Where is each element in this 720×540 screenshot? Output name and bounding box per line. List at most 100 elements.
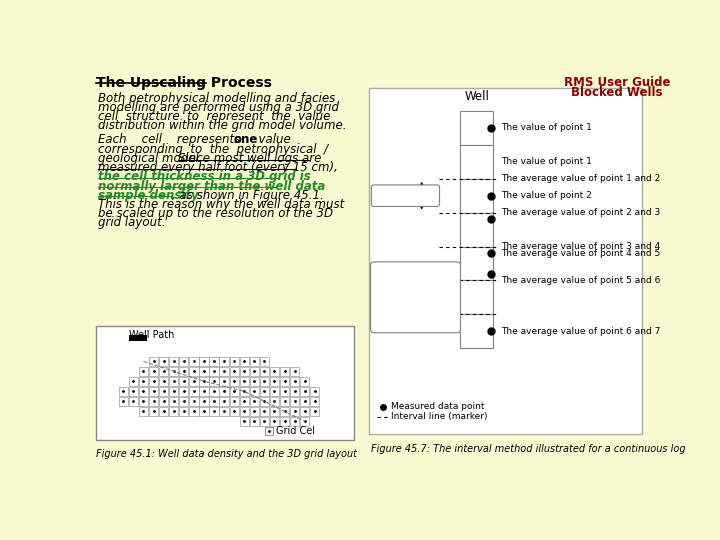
Bar bbox=[240, 417, 249, 426]
Bar bbox=[300, 407, 310, 416]
Bar bbox=[159, 367, 168, 376]
Bar bbox=[300, 397, 310, 406]
Text: The average value of point 4 and 5: The average value of point 4 and 5 bbox=[500, 249, 660, 258]
Bar bbox=[220, 397, 229, 406]
Bar bbox=[461, 213, 493, 247]
Bar bbox=[300, 387, 310, 396]
Text: one: one bbox=[233, 133, 258, 146]
Bar bbox=[149, 356, 158, 366]
Bar bbox=[265, 428, 273, 435]
Bar bbox=[461, 280, 493, 314]
Bar bbox=[461, 179, 493, 213]
Bar bbox=[210, 367, 219, 376]
Text: , as shown in Figure 45.1.: , as shown in Figure 45.1. bbox=[172, 189, 324, 202]
Bar bbox=[139, 387, 148, 396]
Bar bbox=[280, 407, 289, 416]
Bar bbox=[169, 387, 179, 396]
Bar bbox=[179, 397, 189, 406]
Bar bbox=[240, 377, 249, 386]
Bar bbox=[159, 377, 168, 386]
Bar bbox=[230, 377, 239, 386]
Bar bbox=[149, 387, 158, 396]
Bar bbox=[210, 356, 219, 366]
Bar bbox=[310, 407, 320, 416]
Bar bbox=[369, 88, 642, 434]
Bar bbox=[250, 397, 259, 406]
Bar bbox=[149, 367, 158, 376]
Bar bbox=[129, 377, 138, 386]
Bar bbox=[169, 356, 179, 366]
Bar bbox=[461, 247, 493, 280]
Bar bbox=[159, 387, 168, 396]
Bar bbox=[290, 407, 300, 416]
Bar bbox=[270, 367, 279, 376]
Bar bbox=[149, 397, 158, 406]
Text: Figure 45.7: The interval method illustrated for a continuous log: Figure 45.7: The interval method illustr… bbox=[371, 444, 685, 454]
Text: The average value of point 3 and 4: The average value of point 3 and 4 bbox=[500, 242, 660, 251]
Bar bbox=[129, 335, 148, 341]
Text: The average value of point 5 and 6: The average value of point 5 and 6 bbox=[500, 276, 660, 285]
Text: Both petrophysical modelling and facies: Both petrophysical modelling and facies bbox=[98, 92, 335, 105]
Bar bbox=[280, 397, 289, 406]
Bar bbox=[280, 387, 289, 396]
Bar bbox=[220, 387, 229, 396]
Bar bbox=[240, 367, 249, 376]
Bar bbox=[179, 377, 189, 386]
Bar bbox=[189, 356, 199, 366]
Text: The value of point 1: The value of point 1 bbox=[500, 124, 592, 132]
Text: corresponding  to  the  petrophysical  /: corresponding to the petrophysical / bbox=[98, 143, 328, 156]
Text: RMS User Guide: RMS User Guide bbox=[564, 76, 670, 89]
FancyBboxPatch shape bbox=[372, 185, 439, 206]
Bar bbox=[300, 377, 310, 386]
Bar bbox=[179, 387, 189, 396]
Bar bbox=[290, 367, 300, 376]
Bar bbox=[461, 111, 493, 145]
Bar bbox=[250, 377, 259, 386]
Bar bbox=[220, 407, 229, 416]
Bar bbox=[280, 377, 289, 386]
Bar bbox=[270, 377, 279, 386]
Bar bbox=[149, 377, 158, 386]
Text: The average value of point 6 and 7: The average value of point 6 and 7 bbox=[500, 327, 660, 336]
Bar bbox=[169, 367, 179, 376]
Bar bbox=[250, 356, 259, 366]
Bar bbox=[159, 356, 168, 366]
Bar bbox=[210, 397, 219, 406]
Bar bbox=[139, 397, 148, 406]
Bar bbox=[189, 397, 199, 406]
Bar bbox=[189, 367, 199, 376]
Bar bbox=[280, 367, 289, 376]
Bar bbox=[139, 407, 148, 416]
Bar bbox=[300, 417, 310, 426]
Bar bbox=[230, 356, 239, 366]
Bar bbox=[220, 356, 229, 366]
Bar bbox=[189, 387, 199, 396]
Text: normally larger than the well data: normally larger than the well data bbox=[98, 179, 325, 193]
Text: Blocked Wells: Blocked Wells bbox=[571, 86, 662, 99]
Text: be scaled up to the resolution of the 3D: be scaled up to the resolution of the 3D bbox=[98, 207, 333, 220]
Text: modelling are performed using a 3D grid: modelling are performed using a 3D grid bbox=[98, 101, 338, 114]
Bar bbox=[199, 367, 209, 376]
Text: cell  structure  to  represent  the  value: cell structure to represent the value bbox=[98, 110, 330, 123]
Text: Since most well logs are: Since most well logs are bbox=[179, 152, 322, 165]
Text: distribution within the grid model volume.: distribution within the grid model volum… bbox=[98, 119, 346, 132]
Bar bbox=[240, 397, 249, 406]
FancyBboxPatch shape bbox=[371, 262, 461, 333]
Bar bbox=[250, 387, 259, 396]
Bar bbox=[169, 407, 179, 416]
Bar bbox=[250, 367, 259, 376]
Bar bbox=[230, 367, 239, 376]
Bar bbox=[149, 407, 158, 416]
Bar bbox=[461, 145, 493, 179]
Bar bbox=[260, 367, 269, 376]
Text: The Upscaling Process: The Upscaling Process bbox=[96, 76, 272, 90]
Text: The average value of point 2 and 3: The average value of point 2 and 3 bbox=[500, 208, 660, 217]
Bar bbox=[270, 397, 279, 406]
Bar bbox=[199, 387, 209, 396]
Bar bbox=[310, 387, 320, 396]
Bar bbox=[119, 397, 128, 406]
Bar bbox=[189, 407, 199, 416]
Text: Marker interval: Marker interval bbox=[371, 191, 440, 200]
Bar bbox=[199, 407, 209, 416]
Bar bbox=[260, 377, 269, 386]
